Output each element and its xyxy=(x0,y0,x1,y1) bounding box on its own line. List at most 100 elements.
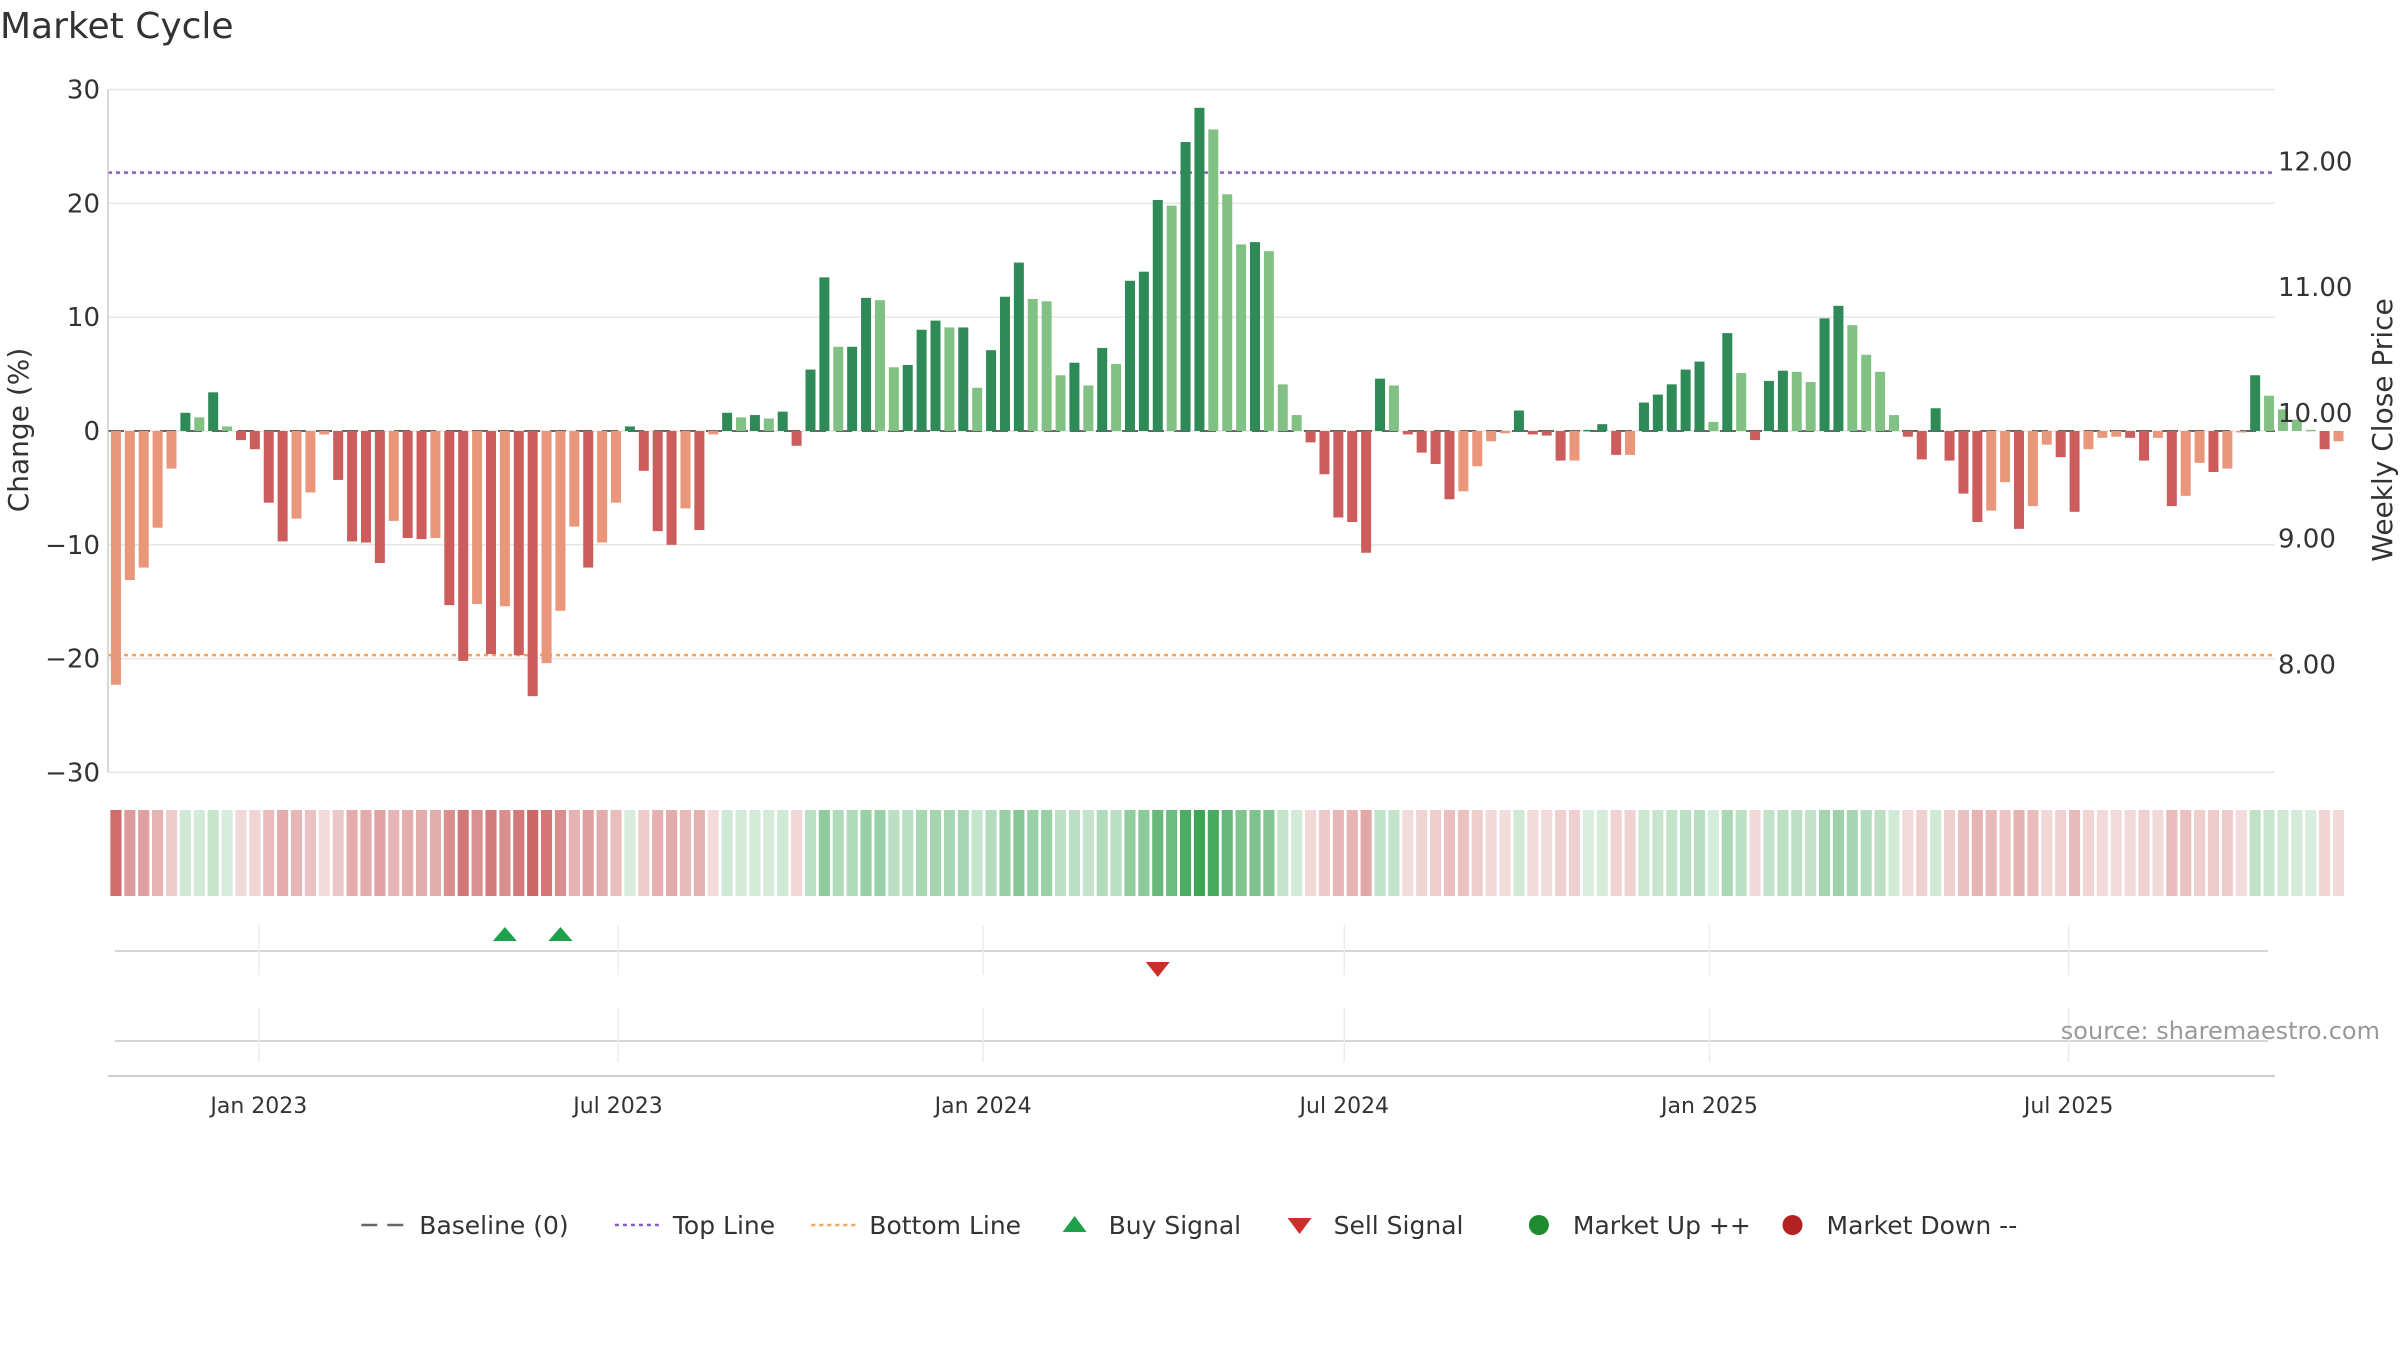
change-bar xyxy=(763,418,774,431)
change-bar xyxy=(1444,431,1455,500)
heat-cell xyxy=(1221,810,1233,896)
heat-cell xyxy=(957,810,969,896)
heat-cell xyxy=(1860,810,1872,896)
change-bar xyxy=(1722,333,1733,431)
y2-tick-label: 8.00 xyxy=(2278,650,2336,680)
change-bar xyxy=(1166,205,1177,431)
change-bar xyxy=(1416,431,1427,453)
change-bar xyxy=(986,350,997,431)
change-bar xyxy=(2027,431,2038,507)
change-bar xyxy=(1250,242,1261,431)
change-bar xyxy=(1597,424,1608,431)
heat-cell xyxy=(749,810,761,896)
heat-cell xyxy=(1735,810,1747,896)
heat-cell xyxy=(1013,810,1025,896)
change-bar xyxy=(1138,271,1149,431)
heat-cell xyxy=(2069,810,2081,896)
heat-cell xyxy=(110,810,122,896)
heat-cell xyxy=(1818,810,1831,896)
heat-cell xyxy=(2305,810,2317,896)
change-bar xyxy=(1847,325,1858,431)
change-bar xyxy=(485,431,496,655)
legend-marker-buy xyxy=(1062,1216,1087,1232)
heat-cell xyxy=(2194,810,2206,896)
heat-cell xyxy=(1110,810,1122,896)
change-bar xyxy=(235,431,246,441)
heat-cell xyxy=(1388,810,1400,896)
heat-cell xyxy=(1235,810,1247,896)
heat-cell xyxy=(1082,810,1094,896)
heat-cell xyxy=(513,810,525,896)
change-bar xyxy=(833,346,844,431)
change-bar xyxy=(152,431,163,528)
change-bar xyxy=(2139,431,2150,461)
change-bar xyxy=(333,431,344,480)
heat-cell xyxy=(693,810,705,896)
change-bar xyxy=(2305,429,2316,432)
change-bar xyxy=(1638,402,1649,431)
heat-cell xyxy=(1943,810,1956,896)
heat-cell xyxy=(1485,810,1497,896)
heat-cell xyxy=(1582,810,1594,896)
change-bar xyxy=(166,431,177,469)
heat-cell xyxy=(1443,810,1456,896)
heat-cell xyxy=(1346,810,1358,896)
heat-cell xyxy=(1749,810,1761,896)
change-bar xyxy=(1930,408,1941,431)
change-bar xyxy=(444,431,455,606)
change-bar xyxy=(1013,262,1024,431)
change-bar xyxy=(1472,431,1483,467)
heat-cell xyxy=(2138,810,2150,896)
heat-cell xyxy=(1666,810,1678,896)
change-bar xyxy=(180,412,191,431)
change-bar xyxy=(249,431,260,450)
change-bar xyxy=(2152,431,2163,438)
change-bar xyxy=(597,431,608,543)
change-bar xyxy=(1458,431,1469,492)
change-bar xyxy=(638,431,649,471)
change-bar xyxy=(1083,385,1094,431)
heat-cell xyxy=(1707,810,1719,896)
change-bar xyxy=(1944,431,1955,461)
heat-cell xyxy=(1499,810,1511,896)
change-bar xyxy=(222,426,233,431)
heat-cell xyxy=(1624,810,1636,896)
change-bar xyxy=(569,431,580,527)
heat-cell xyxy=(485,810,497,896)
heat-cell xyxy=(1068,810,1080,896)
change-bar xyxy=(291,431,302,519)
heat-cell xyxy=(916,810,928,896)
heat-cell xyxy=(541,810,553,896)
heat-cell xyxy=(1777,810,1789,896)
change-bar xyxy=(2291,419,2302,431)
change-bar xyxy=(1500,431,1511,434)
heat-cell xyxy=(2291,810,2303,896)
change-bar xyxy=(1888,415,1899,431)
change-bar xyxy=(1777,370,1788,431)
heat-cell xyxy=(1332,810,1344,896)
change-bar xyxy=(1027,298,1038,431)
heat-cell xyxy=(1457,810,1469,896)
change-bar xyxy=(1666,384,1677,431)
heat-cell xyxy=(1096,810,1108,896)
heat-cell xyxy=(1985,810,1997,896)
heat-cell xyxy=(360,810,372,896)
change-bar xyxy=(694,431,705,531)
x-tick-label: Jul 2023 xyxy=(571,1094,663,1119)
change-bar xyxy=(1069,362,1080,431)
heat-cell xyxy=(1207,810,1219,896)
heat-cell xyxy=(2207,810,2220,896)
legend-label: Bottom Line xyxy=(869,1211,1021,1240)
heat-cell xyxy=(2319,810,2331,896)
change-bar xyxy=(847,346,858,431)
change-bar xyxy=(2069,431,2080,512)
heat-cell xyxy=(2082,810,2095,896)
change-bar xyxy=(1708,421,1719,431)
change-bar xyxy=(319,431,330,435)
heat-cell xyxy=(638,810,650,896)
heat-cell xyxy=(763,810,775,896)
heat-cell xyxy=(1513,810,1525,896)
change-bar xyxy=(416,431,427,540)
heat-cell xyxy=(193,810,205,896)
change-bar xyxy=(1736,372,1747,431)
